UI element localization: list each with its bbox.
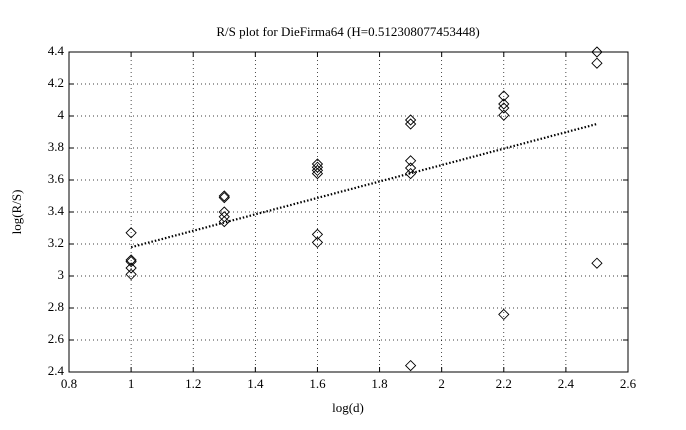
y-tick-label: 3.2 [48,235,64,250]
data-point [311,164,324,177]
x-tick-label: 2 [438,376,445,391]
y-tick-label: 2.6 [48,331,65,346]
y-tick-label: 4.4 [48,43,65,58]
data-point [218,211,230,223]
plot-frame [68,51,629,373]
data-point [218,191,230,204]
data-point [404,118,417,130]
data-point [125,254,137,266]
y-tick-label: 3.4 [48,203,65,218]
data-point [498,98,510,110]
data-point [591,46,603,58]
data-point [125,255,137,268]
x-axis-label: log(d) [332,400,364,415]
data-point [498,90,510,102]
x-tick-label: 0.8 [61,376,77,391]
data-point [311,228,324,241]
x-tick-label: 2.6 [620,376,637,391]
y-tick-label: 3.6 [48,171,65,186]
y-tick-label: 4.2 [48,75,64,90]
chart-title: R/S plot for DieFirma64 (H=0.51230807745… [216,24,479,39]
data-point [311,161,324,173]
data-point [218,190,230,202]
data-point [218,215,230,228]
y-tick-label: 3 [58,267,65,282]
data-point [404,167,417,180]
data-point [498,102,510,114]
x-tick-label: 1.2 [185,376,201,391]
y-tick-label: 2.8 [48,299,64,314]
data-point [591,257,603,269]
y-tick-label: 2.4 [48,363,65,378]
x-tick-label: 1 [128,376,135,391]
data-point [404,162,417,174]
data-point [125,268,137,281]
data-point [404,114,417,126]
y-axis-label: log(R/S) [9,190,24,235]
data-point [404,359,417,372]
data-point [311,167,324,180]
y-tick-label: 4 [58,107,65,122]
data-point [125,227,137,239]
x-tick-label: 2.2 [496,376,512,391]
y-tick-label: 3.8 [48,139,64,154]
data-point [498,308,510,321]
data-point [591,57,603,69]
data-point [404,155,417,167]
data-point [498,109,510,121]
data-point [125,262,137,274]
x-tick-label: 1.8 [371,376,387,391]
x-tick-label: 2.4 [558,376,575,391]
x-tick-label: 1.4 [247,376,264,391]
x-tick-label: 1.6 [309,376,326,391]
data-point [311,236,324,249]
